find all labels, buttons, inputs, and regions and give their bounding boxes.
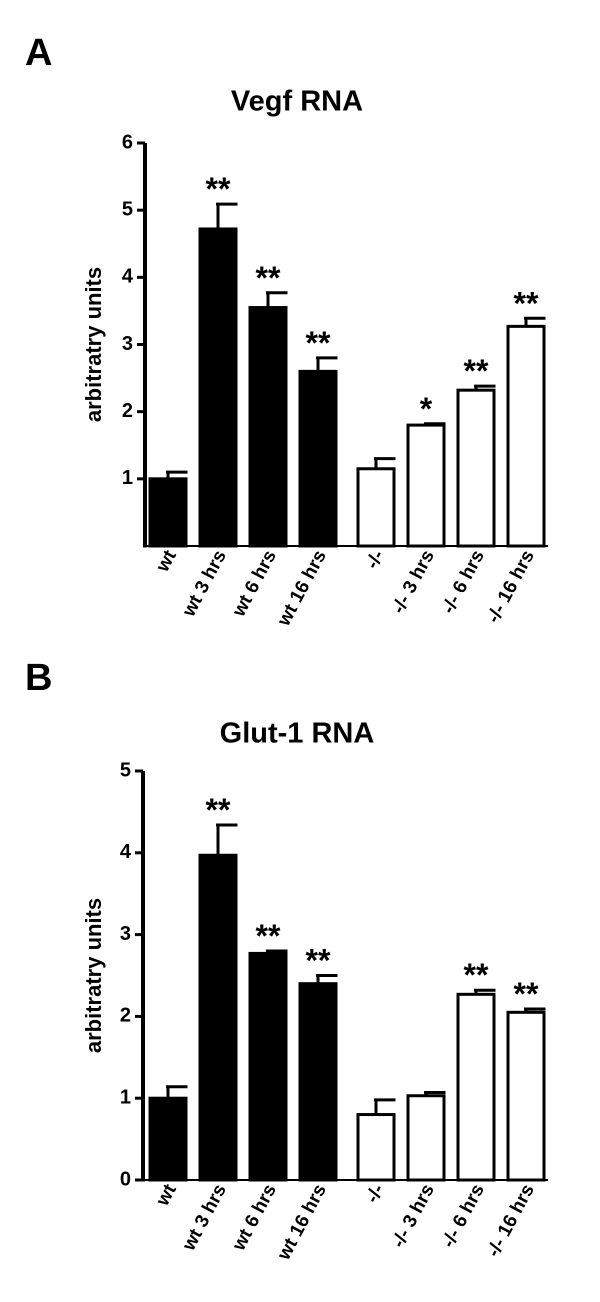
bar [298,369,338,548]
y-tick-label: 3 [122,333,133,355]
y-tick-label: 4 [122,266,134,288]
error-bar [374,1098,396,1115]
x-tick-label: -/- 16 hrs [483,1181,539,1261]
y-tick-label: 1 [122,467,133,489]
error-bar [166,470,188,479]
significance-label: ** [256,918,281,954]
bar [248,306,288,548]
bar [148,477,188,548]
y-tick-label: 5 [120,759,131,781]
significance-label: ** [206,171,231,207]
bar [148,1096,188,1182]
error-bar [266,949,288,954]
y-axis-label: arbitratry units [81,267,106,422]
bar [198,227,238,548]
bar [456,992,496,1182]
error-bar [424,422,446,426]
x-tick-label: wt [152,546,181,576]
panel-letter: A [25,32,52,74]
x-tick-label: wt 3 hrs [178,1181,231,1255]
bar [506,324,546,548]
chart-title: Glut-1 RNA [220,718,375,750]
y-tick-label: 3 [120,923,131,945]
y-axis-label: arbitratry units [81,898,106,1053]
error-bar [166,1085,188,1099]
bar [406,1094,446,1182]
bar [506,1010,546,1182]
x-tick-label: -/- 3 hrs [388,1181,439,1251]
bar [406,423,446,548]
x-tick-label: -/- 6 hrs [438,1181,489,1251]
significance-label: ** [464,353,489,389]
x-tick-label: wt 6 hrs [228,1181,281,1255]
significance-label: ** [206,792,231,828]
bar [298,982,338,1182]
error-bar [474,988,496,995]
x-tick-label: wt 3 hrs [178,547,231,621]
error-bar [424,1090,446,1096]
bar [356,467,396,548]
significance-label: ** [256,260,281,296]
x-tick-label: -/- 3 hrs [388,547,439,617]
significance-label: ** [514,285,539,321]
y-tick-label: 4 [120,841,132,863]
bar [356,1113,396,1182]
bar [198,853,238,1182]
y-tick-label: 2 [122,400,133,422]
x-tick-label: wt 6 hrs [228,547,281,621]
significance-label: * [420,391,433,427]
error-bar [316,974,338,984]
significance-label: ** [306,325,331,361]
error-bar [266,291,288,308]
y-tick-label: 0 [120,1168,131,1190]
error-bar [474,384,496,391]
x-tick-label: -/- [362,1181,389,1207]
x-tick-label: wt [152,1180,181,1210]
x-tick-label: -/- 6 hrs [438,547,489,617]
y-tick-label: 5 [122,198,133,220]
x-tick-label: wt 16 hrs [273,1181,331,1264]
bar [456,388,496,548]
error-bar [524,316,546,327]
y-tick-label: 6 [122,131,133,153]
error-bar [374,457,396,469]
error-bar [524,1007,546,1013]
significance-label: ** [464,957,489,993]
error-bar [216,202,238,229]
x-tick-label: -/- 16 hrs [483,547,539,627]
panel-letter: B [25,657,52,699]
x-tick-label: -/- [362,547,389,573]
error-bar [216,823,238,856]
error-bar [316,356,338,372]
y-tick-label: 1 [120,1086,131,1108]
x-tick-label: wt 16 hrs [273,547,331,630]
significance-label: ** [514,976,539,1012]
bar [248,951,288,1182]
chart-title: Vegf RNA [231,86,363,118]
significance-label: ** [306,943,331,979]
y-tick-label: 2 [120,1005,131,1027]
